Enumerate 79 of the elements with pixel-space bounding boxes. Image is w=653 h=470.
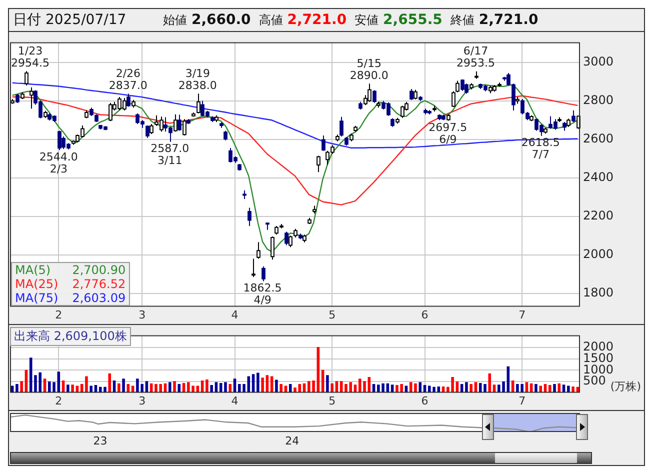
bar xyxy=(261,378,264,393)
bar xyxy=(224,382,227,393)
y-tick-label: 2400 xyxy=(583,170,614,184)
bar xyxy=(280,384,282,393)
y-axis-title: (万株) xyxy=(610,379,641,394)
annotation: 6/17 2953.5 xyxy=(456,44,495,70)
bar xyxy=(122,378,125,393)
y-tick-label: 2200 xyxy=(583,208,614,222)
annotation: 2,700.90 xyxy=(72,262,126,277)
x-tick-label: 4 xyxy=(231,394,238,408)
bar xyxy=(118,383,120,393)
y-tick-label: 2600 xyxy=(583,132,614,146)
annotation: 2587.0 3/11 xyxy=(150,142,190,168)
bar xyxy=(326,375,329,393)
bar xyxy=(539,386,542,393)
annotation: 2,603.09 xyxy=(72,290,126,305)
bar xyxy=(465,382,468,393)
x-tick-label: 23 xyxy=(93,434,108,448)
x-tick-label: 3 xyxy=(138,394,146,408)
x-tick-label: 5 xyxy=(328,308,336,322)
bar xyxy=(108,373,112,393)
bar xyxy=(206,379,208,393)
bar xyxy=(66,384,70,393)
annotation: 2544.0 2/3 xyxy=(39,150,78,176)
bar xyxy=(275,380,278,393)
text: 安値 2,655.5 xyxy=(354,12,442,28)
chart-title: 日付 2025/07/17 xyxy=(13,11,128,29)
x-tick-label: 5 xyxy=(328,394,336,408)
annotation: 5/15 2890.0 xyxy=(350,56,388,82)
bar xyxy=(16,384,18,393)
bar xyxy=(173,381,176,393)
x-tick-label: 6 xyxy=(421,394,428,408)
annotation: 1862.5 4/9 xyxy=(243,282,282,307)
bar xyxy=(470,384,472,393)
bar xyxy=(168,382,172,393)
bar xyxy=(90,386,92,393)
x-tick-label: 2 xyxy=(55,308,62,322)
bar xyxy=(256,372,260,393)
bar xyxy=(228,384,232,393)
text: 高値 2,721.0 xyxy=(258,12,347,28)
bar xyxy=(288,384,292,393)
x-tick-label: 7 xyxy=(518,394,526,408)
bar xyxy=(330,383,334,393)
y-tick-label: 1800 xyxy=(583,285,614,300)
x-tick-label: 2 xyxy=(55,394,62,408)
annotation: 2618.5 7/7 xyxy=(521,136,560,162)
y-tick-label: 2000 xyxy=(583,246,614,261)
bar xyxy=(572,386,574,393)
bar xyxy=(534,384,538,393)
annotation: 3/19 2838.0 xyxy=(178,66,217,92)
text: MA(25) xyxy=(15,276,58,291)
bar xyxy=(418,382,422,393)
annotation: 2/26 2837.0 xyxy=(108,67,148,92)
bar xyxy=(414,383,417,393)
text: 始値 2,660.0 xyxy=(163,12,251,28)
text: MA(75) xyxy=(15,290,58,305)
bar xyxy=(85,376,88,393)
text: 終値 2,721.0 xyxy=(450,12,538,28)
bar xyxy=(553,384,556,393)
x-tick-label: 4 xyxy=(231,308,238,322)
x-tick-label: 6 xyxy=(421,308,428,322)
x-tick-label: 24 xyxy=(285,434,300,448)
annotation: 2697.5 6/9 xyxy=(428,120,468,146)
x-tick-label: 3 xyxy=(138,308,146,322)
x-tick-label: 7 xyxy=(518,308,526,322)
bar xyxy=(71,384,74,393)
bar xyxy=(548,385,552,393)
bar xyxy=(567,386,570,393)
y-tick-label: 500 xyxy=(583,374,606,388)
text: MA(5) xyxy=(15,262,51,277)
annotation: 1/23 2954.5 xyxy=(10,44,50,70)
y-tick-label: 3000 xyxy=(583,54,614,69)
chart-title: 出来高 2,609,100株 xyxy=(10,327,131,346)
annotation: 2,776.52 xyxy=(72,276,126,291)
bar xyxy=(488,373,492,393)
y-tick-label: 2000 xyxy=(583,340,614,354)
y-tick-label: 2800 xyxy=(583,93,614,108)
bar xyxy=(20,381,23,393)
bar xyxy=(210,385,213,393)
